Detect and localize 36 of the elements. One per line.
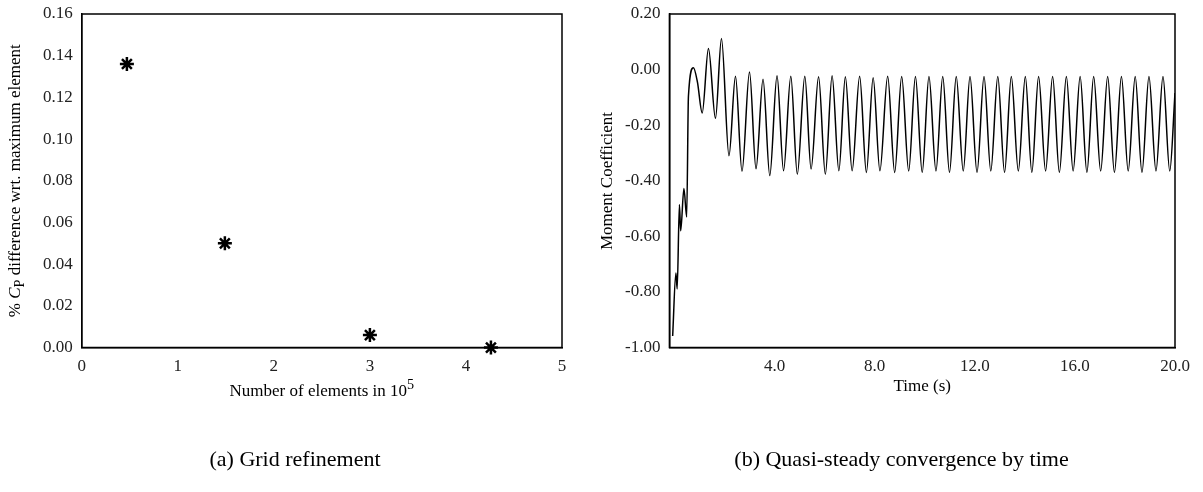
x-tick-label: 20.0	[1160, 356, 1190, 376]
point	[118, 55, 136, 73]
x-tick-label: 4.0	[763, 356, 786, 376]
point	[361, 326, 379, 344]
y-tick-label: 0.00	[43, 337, 73, 357]
y-tick-label: -1.00	[624, 337, 661, 357]
y-tick-label: 0.10	[43, 128, 73, 148]
y-tick-label: -0.60	[624, 225, 661, 245]
text: (a) Grid refinement	[208, 446, 382, 472]
x-axis-title: Time (s)	[892, 375, 952, 396]
y-tick-label: -0.20	[624, 114, 661, 134]
y-tick-label: -0.40	[624, 170, 661, 190]
y-tick-label: 0.04	[43, 253, 74, 273]
point	[482, 339, 500, 356]
y-tick-label: 0.20	[630, 3, 661, 23]
x-tick-label: 1	[173, 356, 183, 376]
y-tick-label: 0.08	[43, 170, 73, 190]
y-tick-label: 0.16	[43, 3, 73, 23]
x-tick-label: 16.0	[1060, 356, 1090, 376]
x-tick-label: 3	[365, 356, 375, 376]
y-tick-label: 0.00	[630, 59, 661, 79]
text: (b) Quasi-steady convergence by time	[733, 446, 1070, 472]
x-tick-label: 2	[269, 356, 279, 376]
x-tick-label: 8.0	[864, 356, 886, 376]
point	[216, 235, 234, 252]
x-tick-label: 0	[77, 356, 86, 376]
y-tick-label: -0.80	[624, 281, 661, 301]
x-tick-label: 12.0	[959, 356, 990, 376]
x-tick-label: 4	[461, 356, 471, 376]
y-axis-title: Moment Coefficient	[597, 111, 617, 250]
y-tick-label: 0.06	[43, 211, 73, 231]
y-tick-label: 0.14	[43, 45, 74, 65]
x-axis-title: Number of elements in 10$^{5}$	[228, 375, 416, 401]
x-tick-label: 5	[557, 356, 567, 376]
y-tick-label: 0.02	[43, 295, 73, 315]
y-tick-label: 0.12	[43, 86, 73, 106]
